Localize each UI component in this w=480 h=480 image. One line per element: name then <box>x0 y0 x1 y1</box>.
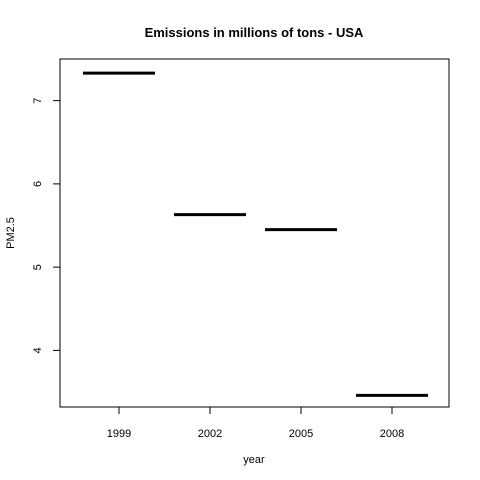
x-tick-label: 2002 <box>198 428 222 440</box>
x-tick-label: 1999 <box>107 428 131 440</box>
y-tick-label: 6 <box>32 181 44 187</box>
x-axis: 1999 2002 2005 2008 <box>107 407 404 440</box>
x-tick-label: 2005 <box>289 428 313 440</box>
x-axis-label: year <box>243 454 265 466</box>
y-axis-label: PM2.5 <box>5 217 17 249</box>
y-tick-label: 7 <box>32 98 44 104</box>
y-axis: 4 5 6 7 <box>32 98 60 353</box>
chart-title: Emissions in millions of tons - USA <box>145 25 364 40</box>
plot-frame <box>59 58 450 408</box>
y-tick-label: 4 <box>32 347 44 353</box>
y-tick-label: 5 <box>32 264 44 270</box>
data-marks <box>83 71 428 397</box>
x-tick-label: 2008 <box>380 428 404 440</box>
